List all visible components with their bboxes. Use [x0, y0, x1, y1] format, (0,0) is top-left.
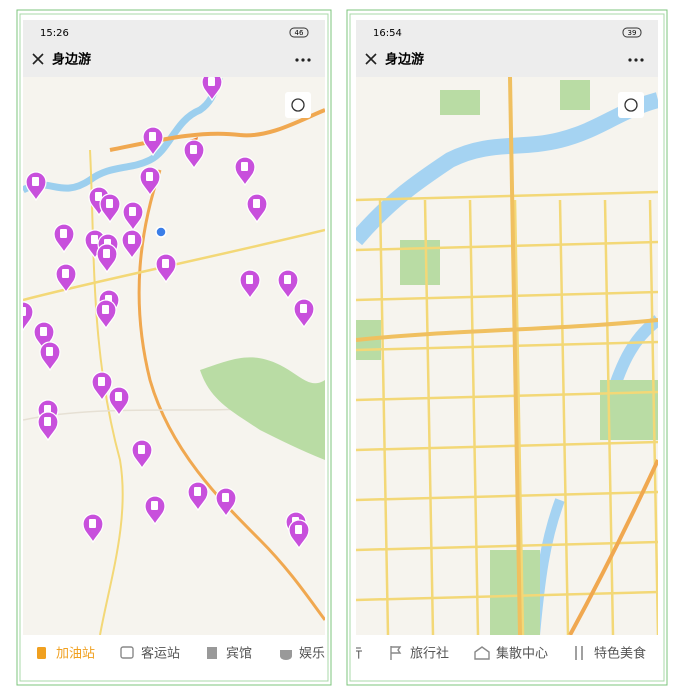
road	[648, 199, 658, 635]
road	[356, 440, 658, 452]
top-bar	[356, 20, 658, 77]
close-icon[interactable]	[32, 53, 44, 65]
road	[603, 199, 615, 635]
road	[356, 340, 658, 352]
battery	[622, 27, 642, 38]
road	[378, 199, 390, 635]
close-icon[interactable]	[365, 53, 377, 65]
page-title: 身边游	[52, 52, 91, 68]
tab[interactable]: 娱乐	[299, 647, 325, 662]
frame	[346, 9, 668, 686]
locate-button[interactable]	[285, 92, 311, 118]
tab[interactable]: 客运站	[141, 646, 180, 662]
tab[interactable]: 特色美食	[594, 646, 646, 662]
map[interactable]	[23, 77, 325, 635]
frame	[349, 13, 665, 682]
battery	[289, 27, 309, 38]
more-icon[interactable]	[295, 58, 311, 62]
tab[interactable]: 集散中心	[496, 646, 548, 662]
road	[356, 240, 658, 252]
map[interactable]	[356, 77, 658, 635]
tab[interactable]: 宾馆	[226, 646, 252, 662]
road	[468, 199, 480, 635]
frame	[16, 9, 332, 686]
frame	[19, 13, 329, 682]
road	[356, 590, 658, 602]
road	[356, 290, 658, 302]
tab[interactable]: 旅行社	[410, 646, 449, 662]
locate-icon	[291, 98, 305, 112]
more-icon[interactable]	[628, 58, 644, 62]
status-time: 15:26	[40, 28, 69, 39]
road	[356, 540, 658, 552]
tab-icon	[474, 646, 490, 660]
tab-icon	[37, 647, 46, 659]
tab-icon	[207, 647, 217, 659]
tab-bar	[356, 635, 658, 670]
road	[558, 199, 570, 635]
locate-icon	[624, 98, 638, 112]
battery-level: 46	[295, 29, 304, 37]
road	[513, 199, 525, 635]
tab-bar	[23, 635, 325, 670]
road	[356, 190, 658, 202]
page-title: 身边游	[385, 52, 424, 68]
road	[356, 390, 658, 402]
road	[423, 199, 435, 635]
status-time: 16:54	[373, 28, 402, 39]
tab[interactable]: 亓	[350, 647, 363, 662]
tab-icon	[280, 650, 292, 660]
road	[356, 490, 658, 502]
top-bar	[23, 20, 325, 77]
tab-icon	[120, 646, 134, 659]
tab[interactable]: 加油站	[56, 647, 95, 662]
tab-icon	[390, 646, 402, 660]
tab-icon	[575, 646, 583, 660]
locate-button[interactable]	[618, 92, 644, 118]
battery-level: 39	[628, 29, 637, 37]
